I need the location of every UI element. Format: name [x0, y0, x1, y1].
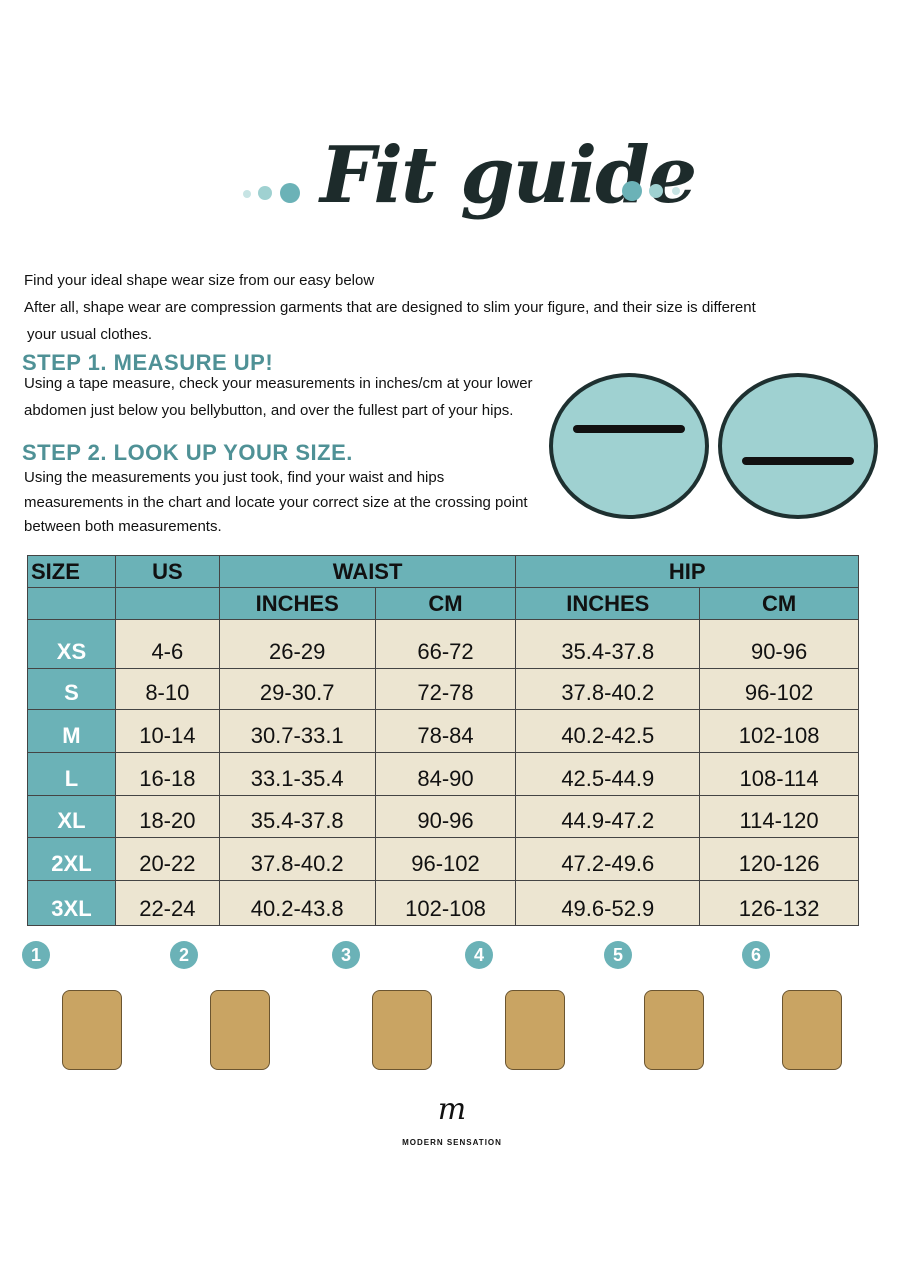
decor-dot [280, 183, 300, 203]
hip-inches-cell: 47.2-49.6 [515, 837, 701, 881]
intro-line: Find your ideal shape wear size from our… [24, 272, 375, 289]
tape-measure [573, 425, 685, 433]
waist-inches-cell: 30.7-33.1 [218, 709, 376, 753]
hip-inches-cell: 35.4-37.8 [515, 619, 701, 669]
decor-dot [622, 181, 642, 201]
header-us: US [114, 555, 220, 588]
step1-heading: STEP 1. MEASURE UP! [22, 350, 274, 375]
waist-cm-cell: 78-84 [374, 709, 517, 753]
header-waist-cm: CM [374, 587, 517, 620]
header-hip-inches: INCHES [515, 587, 701, 620]
table-row: 2XL 20-22 37.8-40.2 96-102 47.2-49.6 120-126 [27, 837, 859, 881]
waist-cm-cell: 102-108 [374, 880, 517, 926]
waist-cm-cell: 72-78 [374, 668, 517, 710]
header-waist: WAIST [218, 555, 517, 588]
decor-dot [672, 187, 680, 195]
waist-measure-illustration [549, 373, 709, 519]
waist-inches-cell: 35.4-37.8 [218, 795, 376, 838]
table-row: L 16-18 33.1-35.4 84-90 42.5-44.9 108-114 [27, 752, 859, 796]
hip-cm-cell: 96-102 [699, 668, 859, 710]
waist-cm-cell: 66-72 [374, 619, 517, 669]
header-size: SIZE [27, 555, 116, 588]
step2-text: Using the measurements you just took, fi… [24, 469, 445, 486]
step-number-badge: 4 [465, 941, 493, 969]
garment-step-illustration [644, 990, 704, 1070]
table-row: XS 4-6 26-29 66-72 35.4-37.8 90-96 [27, 619, 859, 669]
step1-text: Using a tape measure, check your measure… [24, 375, 533, 392]
garment-step-illustration [505, 990, 565, 1070]
hip-cm-cell: 120-126 [699, 837, 859, 881]
waist-inches-cell: 37.8-40.2 [218, 837, 376, 881]
step-number-badge: 5 [604, 941, 632, 969]
us-cell: 16-18 [114, 752, 220, 796]
hip-inches-cell: 40.2-42.5 [515, 709, 701, 753]
hip-cm-cell: 90-96 [699, 619, 859, 669]
intro-line: After all, shape wear are compression ga… [24, 299, 756, 316]
decor-dot [258, 186, 272, 200]
brand-name: MODERN SENSATION [402, 1138, 502, 1147]
waist-inches-cell: 26-29 [218, 619, 376, 669]
step1-text: abdomen just below you bellybutton, and … [24, 402, 514, 419]
hip-inches-cell: 37.8-40.2 [515, 668, 701, 710]
size-cell: XS [27, 619, 116, 669]
waist-cm-cell: 84-90 [374, 752, 517, 796]
step-number-badge: 1 [22, 941, 50, 969]
table-row: XL 18-20 35.4-37.8 90-96 44.9-47.2 114-120 [27, 795, 859, 838]
hip-cm-cell: 102-108 [699, 709, 859, 753]
size-cell: 2XL [27, 837, 116, 881]
table-row: M 10-14 30.7-33.1 78-84 40.2-42.5 102-108 [27, 709, 859, 753]
waist-inches-cell: 40.2-43.8 [218, 880, 376, 926]
waist-cm-cell: 90-96 [374, 795, 517, 838]
step-number-badge: 6 [742, 941, 770, 969]
step-number-badge: 2 [170, 941, 198, 969]
hip-cm-cell: 114-120 [699, 795, 859, 838]
size-cell: 3XL [27, 880, 116, 926]
size-cell: M [27, 709, 116, 753]
us-cell: 10-14 [114, 709, 220, 753]
step-number-badge: 3 [332, 941, 360, 969]
intro-line: your usual clothes. [27, 326, 153, 343]
step2-text: between both measurements. [24, 518, 222, 535]
hip-cm-cell: 108-114 [699, 752, 859, 796]
hip-inches-cell: 49.6-52.9 [515, 880, 701, 926]
table-row: S 8-10 29-30.7 72-78 37.8-40.2 96-102 [27, 668, 859, 710]
size-chart: SIZE US WAIST HIP INCHES CM INCHES CM XS 4-6 26-… [27, 555, 859, 926]
size-cell: S [27, 668, 116, 710]
garment-step-illustration [782, 990, 842, 1070]
us-cell: 22-24 [114, 880, 220, 926]
garment-step-illustration [62, 990, 122, 1070]
garment-step-illustration [372, 990, 432, 1070]
step2-text: measurements in the chart and locate you… [24, 494, 528, 511]
header-hip: HIP [515, 555, 859, 588]
waist-inches-cell: 29-30.7 [218, 668, 376, 710]
hip-cm-cell: 126-132 [699, 880, 859, 926]
step2-heading: STEP 2. LOOK UP YOUR SIZE. [22, 440, 353, 465]
waist-cm-cell: 96-102 [374, 837, 517, 881]
page-title: Fit guide [320, 130, 697, 221]
header-waist-inches: INCHES [218, 587, 376, 620]
hip-measure-illustration [718, 373, 878, 519]
us-cell: 18-20 [114, 795, 220, 838]
brand-logo: m [437, 1092, 467, 1127]
header-hip-cm: CM [699, 587, 859, 620]
size-cell: XL [27, 795, 116, 838]
us-cell: 4-6 [114, 619, 220, 669]
us-cell: 8-10 [114, 668, 220, 710]
hip-inches-cell: 44.9-47.2 [515, 795, 701, 838]
size-cell: L [27, 752, 116, 796]
decor-dot [243, 190, 251, 198]
decor-dot [649, 184, 663, 198]
garment-step-illustration [210, 990, 270, 1070]
us-cell: 20-22 [114, 837, 220, 881]
hip-inches-cell: 42.5-44.9 [515, 752, 701, 796]
tape-measure [742, 457, 854, 465]
waist-inches-cell: 33.1-35.4 [218, 752, 376, 796]
table-row: 3XL 22-24 40.2-43.8 102-108 49.6-52.9 126-132 [27, 880, 859, 926]
